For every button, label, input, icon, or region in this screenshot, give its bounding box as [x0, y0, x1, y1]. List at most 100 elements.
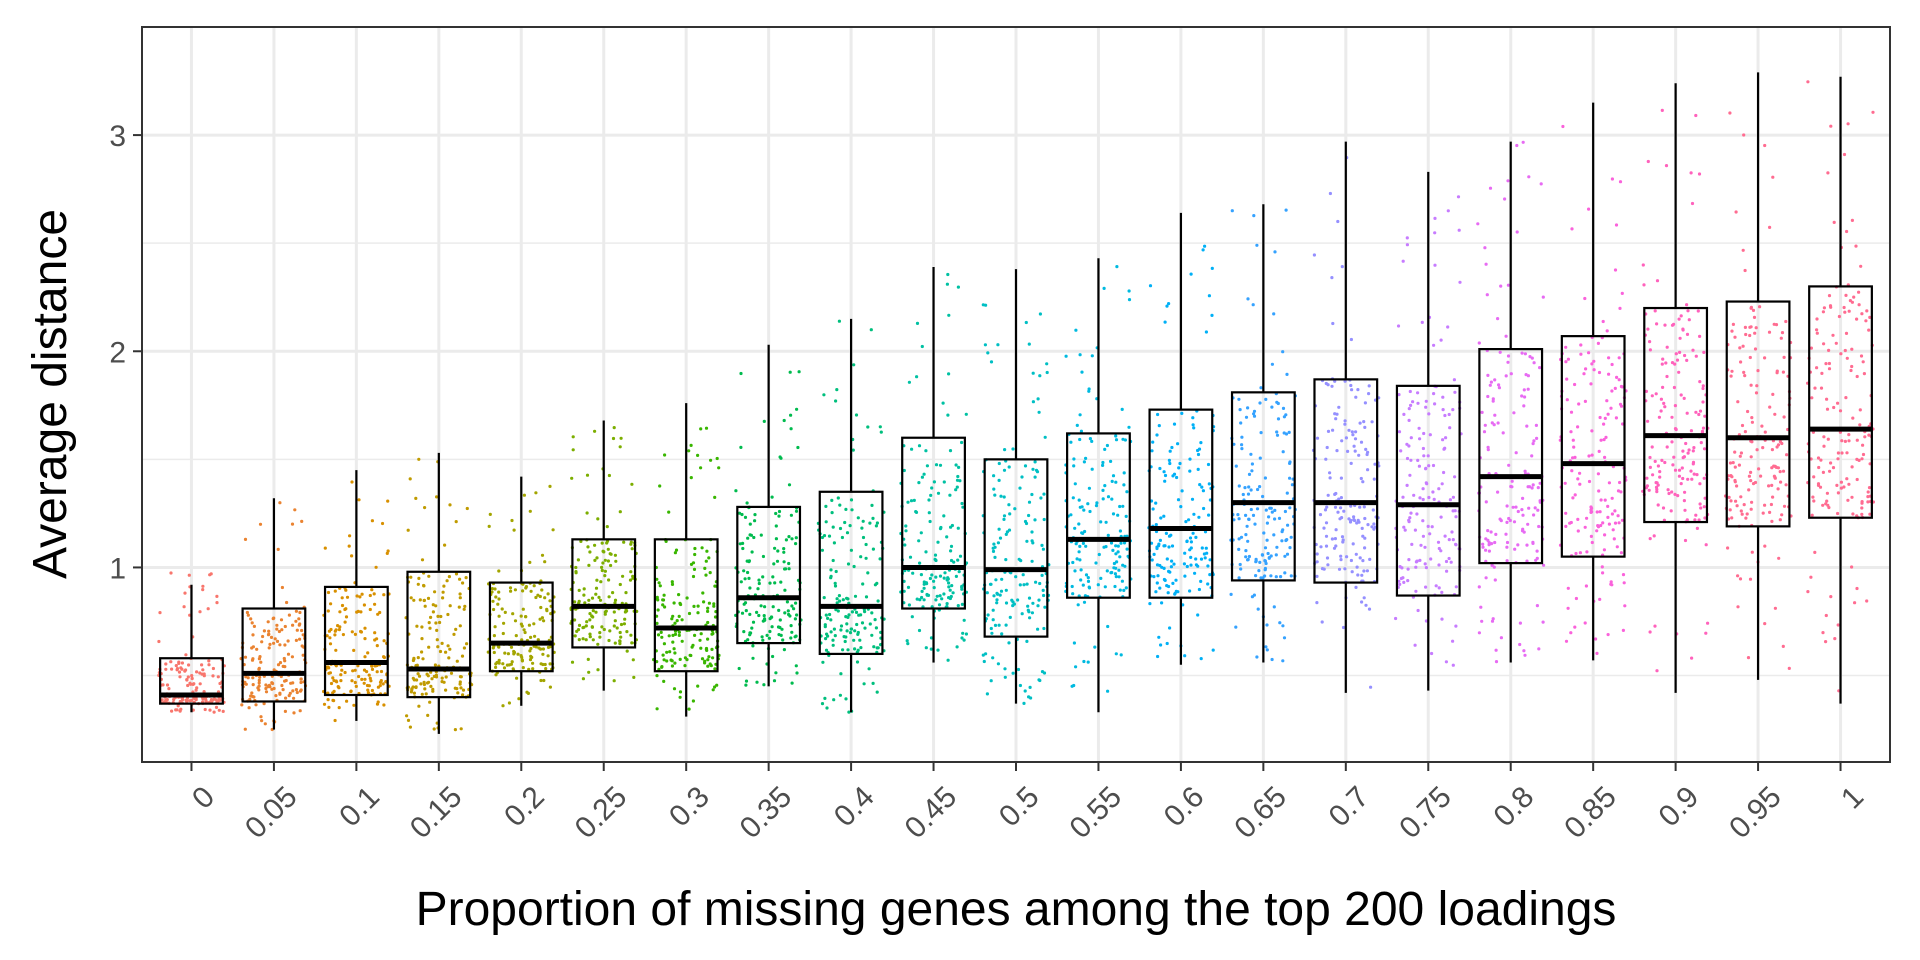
- jitter-point: [329, 681, 334, 686]
- jitter-point: [1451, 639, 1455, 643]
- jitter-point: [352, 703, 356, 707]
- jitter-point: [1023, 689, 1027, 693]
- jitter-point: [591, 638, 595, 642]
- jitter-point: [1695, 473, 1699, 477]
- jitter-point: [1496, 317, 1500, 321]
- jitter-point: [379, 679, 383, 683]
- jitter-point: [1365, 569, 1369, 573]
- jitter-point: [1770, 483, 1774, 487]
- jitter-point: [1082, 460, 1086, 464]
- jitter-point: [1806, 590, 1810, 594]
- jitter-point: [1863, 435, 1867, 439]
- jitter-point: [905, 639, 909, 643]
- jitter-point: [1370, 420, 1374, 424]
- jitter-point: [768, 629, 772, 634]
- jitter-point: [436, 614, 440, 619]
- jitter-point: [849, 498, 854, 502]
- jitter-point: [368, 593, 372, 598]
- jitter-point: [1252, 214, 1256, 218]
- jitter-point: [1449, 560, 1453, 564]
- jitter-point: [1237, 397, 1241, 401]
- jitter-point: [1738, 454, 1742, 458]
- jitter-point: [1847, 439, 1851, 443]
- jitter-point: [1252, 409, 1257, 413]
- jitter-point: [1157, 424, 1161, 428]
- jitter-point: [1246, 539, 1250, 543]
- jitter-point: [1828, 469, 1832, 473]
- jitter-point: [1747, 474, 1751, 478]
- jitter-point: [208, 708, 212, 712]
- jitter-point: [1664, 361, 1668, 365]
- jitter-point: [1415, 559, 1419, 563]
- jitter-point: [1842, 305, 1846, 310]
- jitter-point: [693, 546, 697, 551]
- jitter-point: [659, 630, 663, 635]
- jitter-point: [942, 592, 946, 596]
- jitter-point: [543, 596, 547, 600]
- jitter-point: [522, 628, 526, 632]
- jitter-point: [488, 512, 492, 517]
- jitter-point: [955, 485, 959, 489]
- jitter-point: [1535, 556, 1539, 561]
- jitter-point: [344, 615, 349, 619]
- jitter-point: [1490, 563, 1494, 568]
- jitter-point: [514, 634, 518, 638]
- jitter-point: [1454, 543, 1458, 547]
- jitter-point: [598, 631, 602, 635]
- jitter-point: [844, 507, 848, 511]
- jitter-point: [509, 645, 514, 649]
- jitter-point: [548, 685, 553, 689]
- jitter-point: [1685, 411, 1689, 415]
- jitter-point: [607, 473, 612, 478]
- jitter-point: [502, 621, 506, 625]
- jitter-point: [183, 591, 187, 595]
- jitter-point: [1400, 566, 1404, 570]
- jitter-point: [1536, 508, 1540, 512]
- jitter-point: [1207, 294, 1211, 298]
- jitter-point: [1097, 552, 1101, 557]
- jitter-point: [1750, 420, 1754, 424]
- jitter-point: [1454, 515, 1458, 519]
- jitter-point: [1583, 525, 1587, 529]
- jitter-point: [367, 684, 371, 688]
- jitter-point: [1265, 538, 1269, 542]
- jitter-point: [618, 639, 622, 643]
- jitter-point: [544, 667, 548, 671]
- jitter-point: [1360, 526, 1364, 531]
- jitter-point: [956, 474, 960, 479]
- jitter-point: [1810, 513, 1814, 517]
- jitter-point: [1082, 659, 1086, 664]
- jitter-point: [263, 722, 267, 726]
- jitter-point: [414, 685, 418, 690]
- jitter-point: [1012, 602, 1017, 606]
- jitter-point: [1578, 482, 1582, 486]
- jitter-point: [1768, 225, 1772, 229]
- jitter-point: [992, 542, 996, 546]
- jitter-point: [382, 655, 386, 660]
- jitter-point: [529, 646, 533, 651]
- jitter-point: [1275, 545, 1279, 549]
- jitter-point: [872, 645, 876, 649]
- jitter-point: [1030, 559, 1034, 563]
- jitter-point: [334, 648, 338, 652]
- jitter-point: [673, 651, 677, 655]
- jitter-point: [490, 587, 494, 591]
- jitter-point: [1736, 400, 1740, 404]
- jitter-point: [1196, 613, 1200, 617]
- jitter-point: [1255, 507, 1260, 511]
- jitter-point: [323, 546, 327, 550]
- jitter-point: [657, 581, 661, 585]
- jitter-point: [613, 598, 618, 602]
- jitter-point: [331, 676, 335, 680]
- jitter-point: [782, 418, 786, 423]
- jitter-point: [458, 624, 462, 628]
- jitter-point: [443, 543, 447, 547]
- jitter-point: [1587, 207, 1591, 211]
- jitter-point: [529, 589, 533, 593]
- jitter-point: [778, 625, 782, 630]
- jitter-point: [276, 663, 281, 667]
- jitter-point: [1491, 397, 1495, 401]
- jitter-point: [511, 612, 515, 616]
- jitter-point: [1283, 571, 1287, 575]
- jitter-point: [1339, 476, 1343, 480]
